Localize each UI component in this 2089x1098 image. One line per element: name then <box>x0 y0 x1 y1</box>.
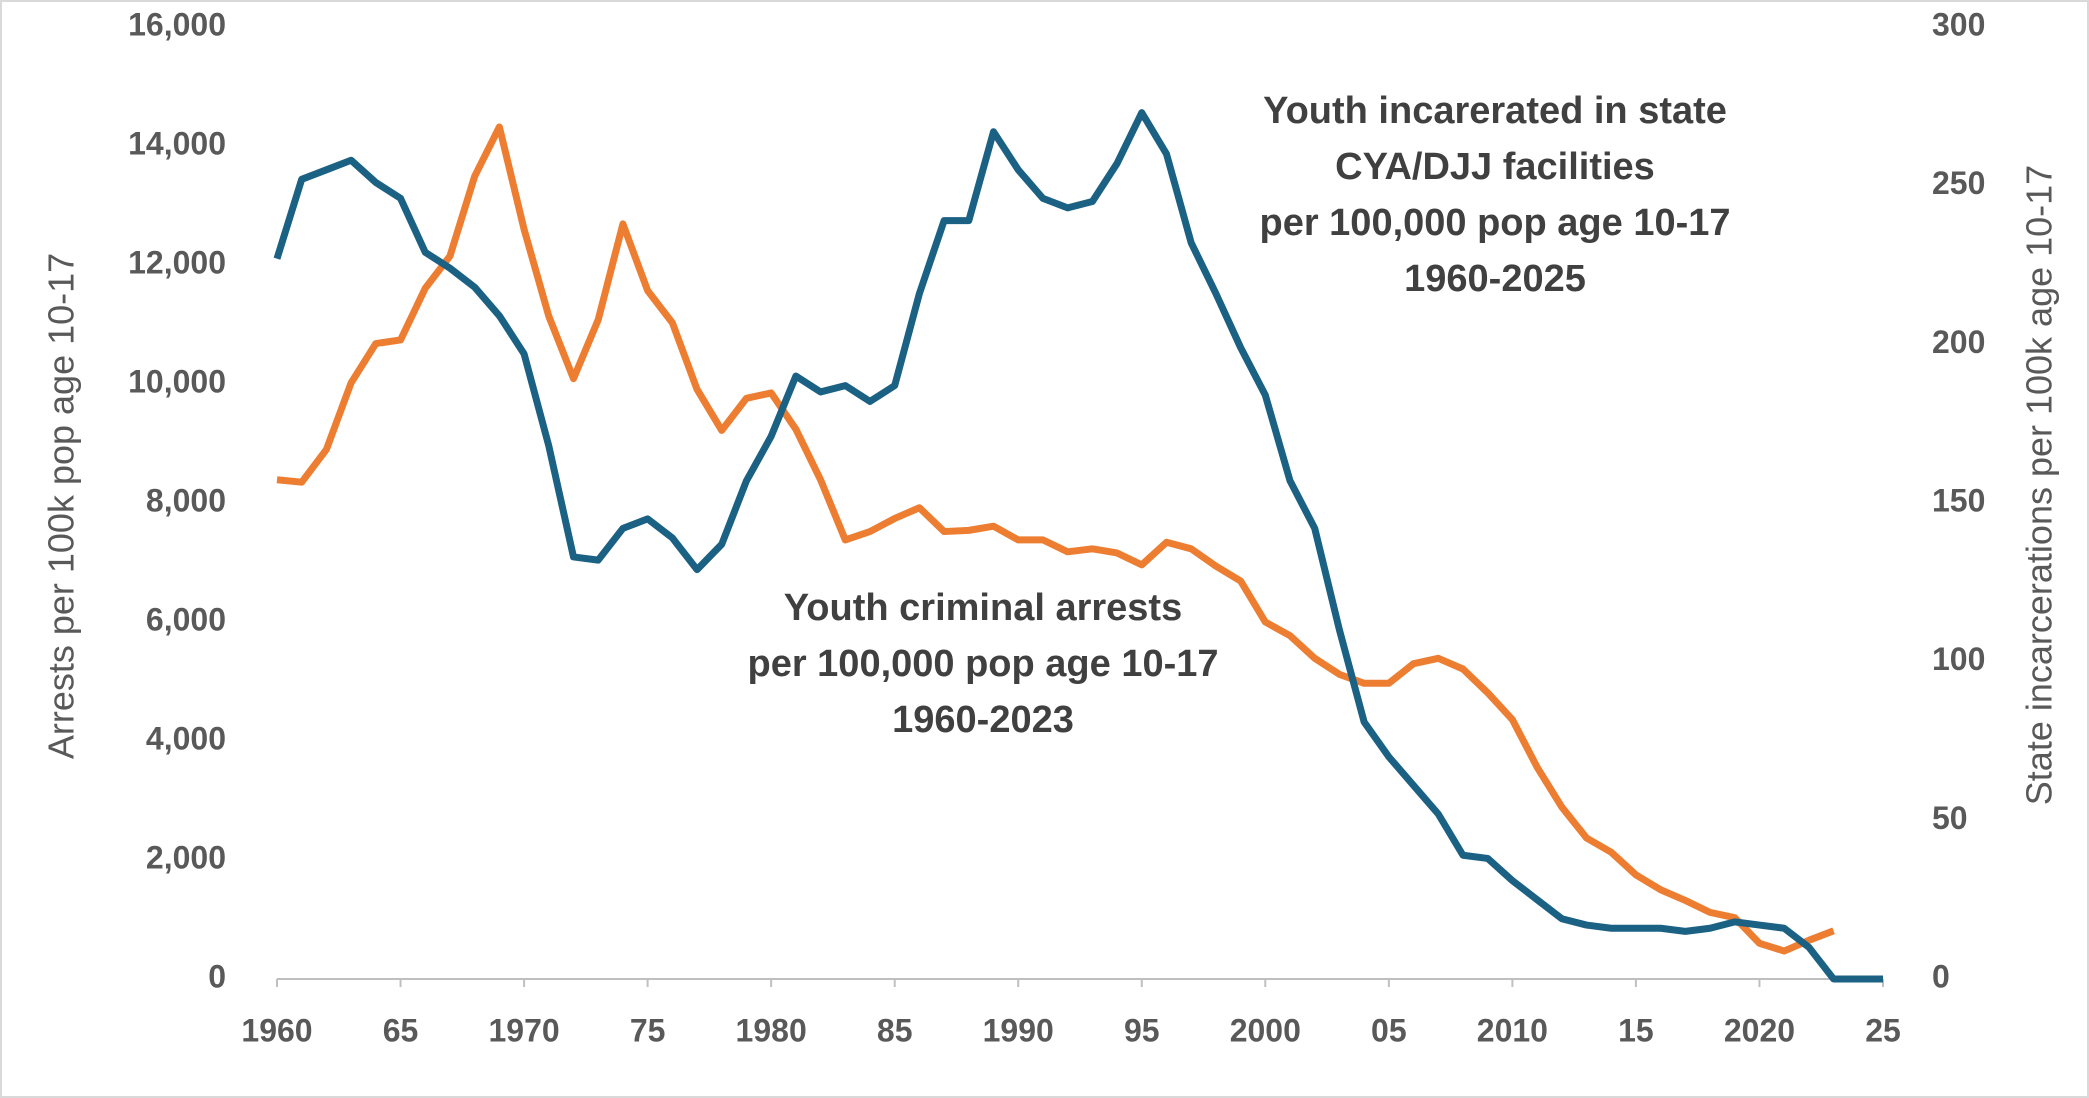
y-tick-label: 14,000 <box>128 125 226 161</box>
y2-tick-label: 200 <box>1932 324 1985 360</box>
y-tick-label: 4,000 <box>146 720 226 756</box>
x-tick-label: 05 <box>1371 1012 1407 1048</box>
x-tick-label: 2000 <box>1230 1012 1301 1048</box>
x-tick-label: 25 <box>1865 1012 1901 1048</box>
annotation: CYA/DJJ facilities <box>1335 146 1655 188</box>
x-tick-label: 65 <box>383 1012 419 1048</box>
x-tick-label: 2020 <box>1724 1012 1795 1048</box>
x-tick-label: 1970 <box>488 1012 559 1048</box>
y-tick-label: 8,000 <box>146 482 226 518</box>
annotation: 1960-2023 <box>892 699 1074 741</box>
series-line <box>276 123 1835 955</box>
y-axis-title: Arrests per 100k pop age 10-17 <box>41 253 82 759</box>
y2-tick-label: 250 <box>1932 165 1985 201</box>
annotation: per 100,000 pop age 10-17 <box>1259 202 1730 244</box>
y2-tick-label: 0 <box>1932 958 1950 994</box>
y-tick-label: 0 <box>208 958 226 994</box>
x-tick-label: 15 <box>1618 1012 1654 1048</box>
x-tick-label: 1990 <box>983 1012 1054 1048</box>
y2-tick-label: 150 <box>1932 482 1985 518</box>
annotation: Youth incarerated in state <box>1263 90 1727 132</box>
y-tick-label: 10,000 <box>128 363 226 399</box>
x-tick-label: 95 <box>1124 1012 1160 1048</box>
x-tick-label: 2010 <box>1477 1012 1548 1048</box>
x-tick-label: 1980 <box>736 1012 807 1048</box>
y-tick-label: 6,000 <box>146 601 226 637</box>
y2-tick-label: 300 <box>1932 6 1985 42</box>
series-line <box>273 109 1883 983</box>
x-tick-label: 1960 <box>241 1012 312 1048</box>
x-tick-label: 75 <box>630 1012 666 1048</box>
y-tick-label: 12,000 <box>128 244 226 280</box>
x-tick-label: 85 <box>877 1012 913 1048</box>
annotation: per 100,000 pop age 10-17 <box>747 643 1218 685</box>
annotation: Youth criminal arrests <box>784 587 1182 629</box>
y-tick-label: 16,000 <box>128 6 226 42</box>
y2-tick-label: 50 <box>1932 800 1968 836</box>
annotation: 1960-2025 <box>1404 258 1586 300</box>
y2-tick-label: 100 <box>1932 641 1985 677</box>
y-tick-label: 2,000 <box>146 839 226 875</box>
y2-axis-title: State incarcerations per 100k age 10-17 <box>2019 165 2060 805</box>
